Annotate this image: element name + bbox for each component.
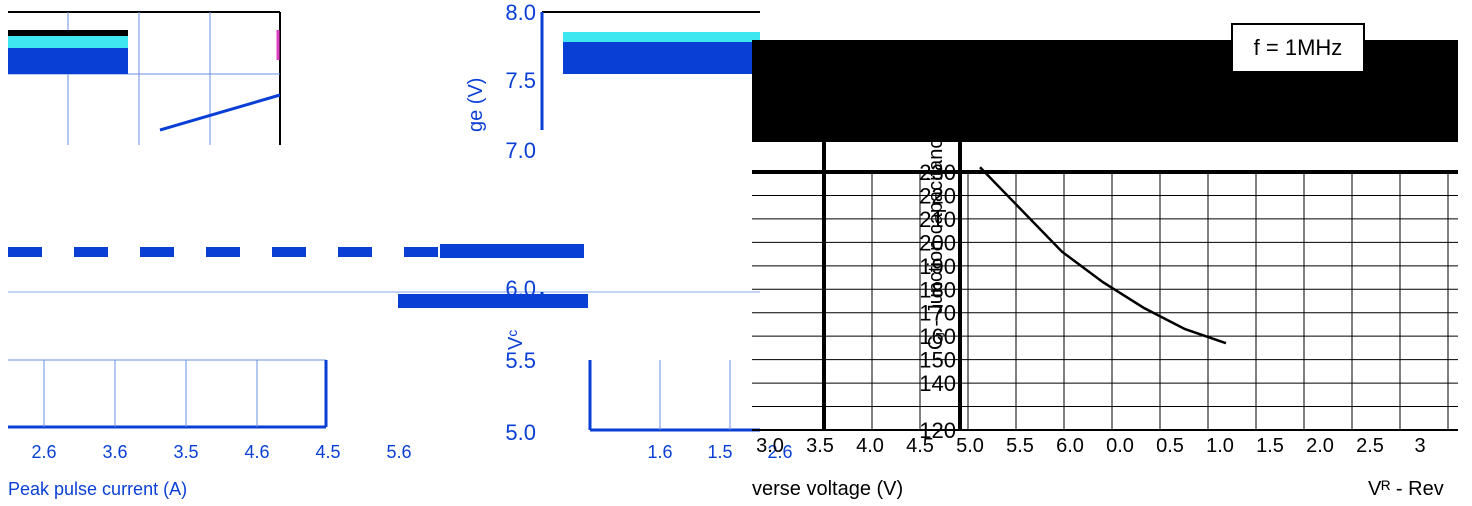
legend-bar-black: [8, 30, 128, 36]
left-x-tick-label: 3.6: [102, 442, 127, 462]
right-y-tick-label: 230: [919, 160, 956, 185]
right-x-tick-label: 3.5: [806, 435, 834, 457]
left-x-tick-label: 2.6: [31, 442, 56, 462]
right-x-tick-label: 2.0: [1306, 435, 1334, 457]
left-x-tick-label: 5.6: [386, 442, 411, 462]
right-x-tick-label: 3.0: [756, 435, 784, 457]
right-y-tick-label: 120: [919, 418, 956, 443]
middle-x-tick-label: 2.6: [767, 442, 792, 462]
right-grid: [752, 172, 1458, 431]
right-y-tick-label: 220: [919, 183, 956, 208]
right-x-tick-label: 5.5: [1006, 435, 1034, 457]
left-x-tick-label: 4.6: [244, 442, 269, 462]
middle-panel: 8.0 7.5 7.0 6.0 5.5 5.0 1.6 1.5 2.6 ge (V) Vᶜ: [465, 0, 793, 462]
middle-bar-cyan: [563, 32, 760, 42]
middle-x-tick-labels: 1.6 1.5 2.6: [647, 442, 792, 462]
left-xlabel: Peak pulse current (A): [8, 479, 187, 499]
right-y-tick-label: 180: [919, 277, 956, 302]
middle-x-tick-label: 1.5: [707, 442, 732, 462]
right-x-tick-label: 2.5: [1356, 435, 1384, 457]
right-xlabel-right: Vᴿ - Rev: [1368, 478, 1444, 500]
legend-bar-blue: [8, 48, 128, 74]
left-panel: 2.6 3.6 3.5 4.6 4.5 5.6 Peak pulse current (A…: [8, 11, 760, 499]
middle-y-tick-label: 7.0: [505, 138, 536, 163]
right-x-tick-label: 0.0: [1106, 435, 1134, 457]
left-x-tick-label: 3.5: [173, 442, 198, 462]
blue-band: [398, 294, 588, 308]
middle-y-tick-label: 7.5: [505, 68, 536, 93]
right-y-tick-label: 160: [919, 324, 956, 349]
right-x-tick-label: 3: [1414, 435, 1425, 457]
right-ylabel: Cⱼ - Junction capacitance (pF): [925, 85, 947, 350]
right-y-tick-label: 170: [919, 301, 956, 326]
left-x-tick-labels: 2.6 3.6 3.5 4.6 4.5 5.6: [31, 442, 411, 462]
right-x-tick-label: 6.0: [1056, 435, 1084, 457]
annotation-box: [1231, 23, 1365, 73]
right-y-tick-label: 190: [919, 254, 956, 279]
right-x-tick-label: 1.5: [1256, 435, 1284, 457]
capacitance-curve: [979, 166, 1227, 345]
right-y-tick-label: 210: [919, 207, 956, 232]
right-x-tick-label: 4.0: [856, 435, 884, 457]
middle-ylabel-prefix: Vᶜ: [505, 330, 527, 350]
left-series-line: [159, 93, 281, 132]
middle-y-tick-label: 5.5: [505, 348, 536, 373]
right-x-tick-label: 5.0: [956, 435, 984, 457]
middle-bar-blue: [563, 42, 760, 74]
left-x-tick-label: 4.5: [315, 442, 340, 462]
right-x-tick-labels: 3.0 3.5 4.0 4.5 5.0 5.5 6.0 0.0 0.5 1.0 1.5 2.0 2.5 3: [756, 435, 1425, 457]
right-y-tick-label: 200: [919, 230, 956, 255]
right-xlabel-left: verse voltage (V): [752, 478, 903, 500]
middle-x-tick-label: 1.6: [647, 442, 672, 462]
blue-band: [440, 244, 584, 258]
right-y-tick-label: 150: [919, 348, 956, 373]
right-x-tick-label: 1.0: [1206, 435, 1234, 457]
middle-ylabel: ge (V): [465, 78, 487, 132]
middle-y-tick-label: 8.0: [505, 0, 536, 25]
right-y-tick-label: 140: [919, 371, 956, 396]
legend-bar-cyan: [8, 36, 128, 48]
middle-y-tick-label: 5.0: [505, 420, 536, 445]
right-x-tick-label: 0.5: [1156, 435, 1184, 457]
middle-y-tick-label: 6.0: [505, 276, 536, 301]
annotation-text: f = 1MHz: [1254, 35, 1343, 60]
right-x-tick-label: 4.5: [906, 435, 934, 457]
middle-y-tick-labels: 8.0 7.5 7.0 6.0 5.5 5.0: [505, 0, 536, 445]
